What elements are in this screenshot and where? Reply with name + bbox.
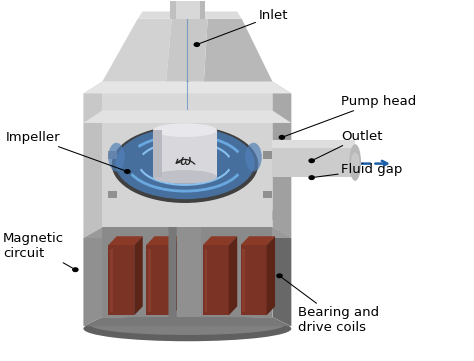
Polygon shape — [83, 110, 102, 238]
Circle shape — [72, 267, 79, 272]
Polygon shape — [102, 211, 273, 227]
Polygon shape — [273, 82, 292, 123]
Circle shape — [309, 158, 315, 163]
Ellipse shape — [115, 127, 255, 199]
Circle shape — [309, 175, 315, 180]
Text: Fluid gap: Fluid gap — [314, 163, 402, 177]
Polygon shape — [172, 236, 181, 316]
Polygon shape — [146, 245, 172, 316]
Ellipse shape — [112, 126, 258, 203]
Polygon shape — [153, 130, 162, 177]
Polygon shape — [204, 19, 273, 82]
Polygon shape — [266, 236, 275, 316]
Bar — [175, 0, 200, 19]
Polygon shape — [102, 82, 273, 110]
Bar — [153, 130, 217, 177]
Polygon shape — [273, 148, 355, 177]
Ellipse shape — [91, 315, 284, 335]
Polygon shape — [83, 211, 292, 220]
Ellipse shape — [153, 170, 217, 184]
Polygon shape — [138, 12, 242, 19]
Bar — [263, 151, 272, 159]
Polygon shape — [102, 19, 172, 82]
Text: Impeller: Impeller — [5, 131, 125, 170]
Text: Inlet: Inlet — [200, 9, 288, 44]
Circle shape — [279, 135, 285, 140]
Polygon shape — [240, 236, 275, 245]
Polygon shape — [168, 180, 209, 186]
Polygon shape — [240, 245, 266, 316]
Polygon shape — [168, 180, 176, 321]
Ellipse shape — [153, 123, 217, 137]
Circle shape — [276, 273, 283, 278]
Bar — [263, 191, 272, 199]
Bar — [109, 151, 117, 159]
FancyArrowPatch shape — [176, 159, 195, 164]
Polygon shape — [83, 82, 102, 123]
Polygon shape — [83, 227, 292, 238]
Polygon shape — [205, 249, 208, 312]
Polygon shape — [83, 110, 292, 123]
Ellipse shape — [245, 143, 262, 171]
Polygon shape — [166, 19, 208, 82]
Ellipse shape — [351, 152, 359, 173]
Polygon shape — [273, 110, 292, 238]
Text: $\omega$: $\omega$ — [180, 154, 192, 168]
Ellipse shape — [349, 144, 361, 181]
Polygon shape — [108, 236, 143, 245]
Text: Magnetic
circuit: Magnetic circuit — [3, 232, 73, 268]
Polygon shape — [83, 227, 102, 326]
Polygon shape — [108, 245, 134, 316]
Polygon shape — [134, 236, 143, 316]
Ellipse shape — [83, 316, 292, 341]
Polygon shape — [229, 236, 237, 316]
Polygon shape — [273, 140, 355, 148]
Bar — [200, 0, 205, 19]
Polygon shape — [148, 249, 151, 312]
Bar — [109, 191, 117, 199]
Text: Bearing and
drive coils: Bearing and drive coils — [282, 278, 380, 334]
Polygon shape — [102, 110, 273, 227]
Text: Outlet: Outlet — [314, 130, 383, 160]
Ellipse shape — [108, 143, 125, 171]
Text: Pump head: Pump head — [284, 95, 416, 136]
Polygon shape — [110, 249, 113, 312]
Circle shape — [193, 42, 200, 47]
Polygon shape — [203, 236, 237, 245]
Polygon shape — [203, 245, 229, 316]
Polygon shape — [146, 236, 181, 245]
Polygon shape — [83, 317, 292, 326]
Polygon shape — [102, 227, 273, 317]
Polygon shape — [273, 227, 292, 326]
Bar — [170, 0, 175, 19]
Circle shape — [124, 169, 131, 174]
Bar — [176, 180, 201, 317]
Polygon shape — [83, 82, 292, 93]
Polygon shape — [242, 249, 245, 312]
